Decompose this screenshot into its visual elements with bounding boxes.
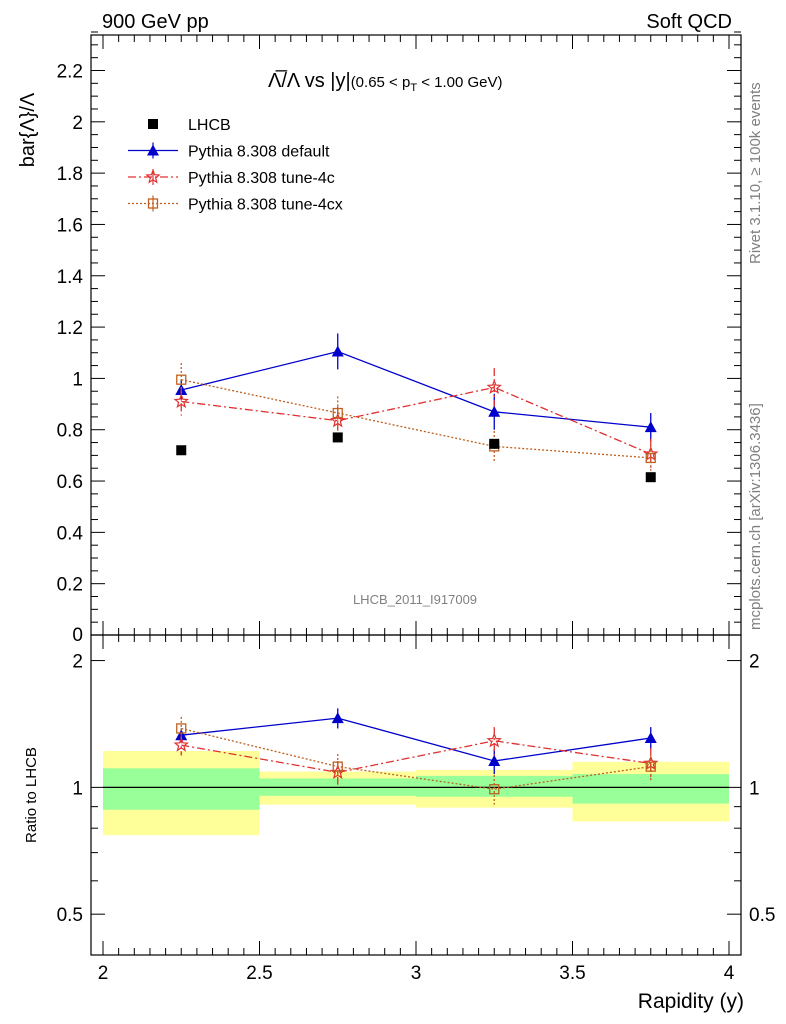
ratio-ytick-label-right: 0.5 bbox=[749, 905, 775, 926]
main-line-pythia-8-308-tune-4cx bbox=[181, 379, 651, 459]
main-ytick-label: 2.2 bbox=[57, 61, 83, 82]
legend-label-lhcb: LHCB bbox=[188, 117, 231, 134]
xtick-label: 4 bbox=[724, 963, 735, 984]
main-point-pythia-8-308-tune-4cx bbox=[332, 407, 343, 419]
legend-marker-pythia-8-308-tune-4c bbox=[145, 168, 161, 184]
main-point-pythia-8-308-default bbox=[488, 405, 501, 417]
main-point-pythia-8-308-tune-4c bbox=[330, 412, 346, 428]
main-ylabel: bar{Λ}/Λ bbox=[17, 92, 39, 167]
main-point-pythia-8-308-tune-4c bbox=[173, 393, 189, 409]
header-left: 900 GeV pp bbox=[102, 11, 209, 33]
ratio-line-pythia-8-308-default bbox=[181, 717, 651, 762]
main-ytick-label: 2 bbox=[72, 113, 83, 134]
chart-title-cut-prefix: (0.65 < p bbox=[351, 74, 411, 91]
main-point-pythia-8-308-tune-4cx bbox=[645, 452, 656, 464]
ratio-frame bbox=[90, 634, 742, 956]
legend-marker-pythia-8-308-tune-4cx bbox=[147, 198, 159, 209]
header-right: Soft QCD bbox=[646, 11, 732, 33]
xlabel: Rapidity (y) bbox=[638, 990, 744, 1013]
main-ytick-label: 0.8 bbox=[57, 421, 83, 442]
main-ytick-label: 1.4 bbox=[57, 267, 84, 288]
ratio-point-pythia-8-308-tune-4cx bbox=[645, 761, 656, 772]
main-ytick-label: 0.6 bbox=[57, 472, 83, 493]
main-point-lhcb bbox=[645, 472, 656, 483]
ratio-ytick-label: 2 bbox=[72, 652, 83, 673]
ratio-ylabel: Ratio to LHCB bbox=[23, 747, 40, 843]
main-point-lhcb bbox=[176, 445, 187, 456]
xtick-label: 3.5 bbox=[559, 963, 585, 984]
xtick-label: 2.5 bbox=[246, 963, 272, 984]
main-point-pythia-8-308-tune-4cx bbox=[176, 374, 187, 385]
ratio-uncertainty-bands bbox=[103, 750, 729, 836]
ratio-point-pythia-8-308-default bbox=[488, 755, 501, 767]
chart-title-cut-suffix: < 1.00 GeV) bbox=[417, 74, 502, 91]
main-point-lhcb bbox=[332, 432, 343, 443]
ratio-plot-area: 0.5 0.5 1 1 2 2 2 2.5 3 3.5 4 bbox=[57, 635, 775, 984]
ratio-point-pythia-8-308-tune-4cx bbox=[176, 723, 187, 734]
main-ytick-label-zero: 0 bbox=[72, 625, 83, 646]
ratio-ytick-label-right: 1 bbox=[749, 778, 760, 799]
legend-label-pythia-8-308-tune-4c: Pythia 8.308 tune-4c bbox=[188, 170, 335, 187]
ratio-point-pythia-8-308-default bbox=[331, 712, 344, 724]
ratio-ytick-label: 0.5 bbox=[57, 905, 83, 926]
main-ytick-label: 1.8 bbox=[57, 164, 83, 185]
chart-title: Λ̅/Λ vs |y|(0.65 < pT < 1.00 GeV) bbox=[268, 69, 503, 94]
xtick-label: 2 bbox=[98, 963, 109, 984]
chart-title-main: Λ̅/Λ vs |y| bbox=[268, 69, 351, 92]
main-point-lhcb bbox=[489, 438, 500, 449]
main-point-pythia-8-308-default bbox=[331, 345, 344, 357]
main-line-pythia-8-308-tune-4c bbox=[181, 386, 652, 455]
main-point-pythia-8-308-default bbox=[644, 421, 657, 433]
legend-marker-lhcb bbox=[148, 119, 158, 129]
rivet-version-label: Rivet 3.1.10, ≥ 100k events bbox=[747, 82, 764, 264]
mcplots-source-label: mcplots.cern.ch [arXiv:1306.3436] bbox=[747, 403, 764, 630]
ratio-point-pythia-8-308-tune-4cx bbox=[489, 784, 500, 795]
ratio-point-pythia-8-308-tune-4c bbox=[486, 732, 502, 748]
ratio-band-inner bbox=[103, 768, 260, 810]
ratio-ytick-label: 1 bbox=[72, 778, 83, 799]
ratio-point-pythia-8-308-tune-4cx bbox=[332, 761, 343, 772]
ratio-point-pythia-8-308-tune-4c bbox=[173, 736, 189, 752]
main-ytick-label: 1.2 bbox=[57, 318, 83, 339]
legend-marker-pythia-8-308-default bbox=[147, 144, 159, 156]
main-ytick-label: 1.6 bbox=[57, 215, 83, 236]
ratio-band-inner bbox=[416, 775, 573, 797]
main-ytick-label: 1 bbox=[72, 369, 83, 390]
main-ytick-label: 0.4 bbox=[57, 523, 84, 544]
analysis-tag: LHCB_2011_I917009 bbox=[353, 592, 477, 607]
main-line-pythia-8-308-default bbox=[181, 350, 651, 428]
legend-label-pythia-8-308-default: Pythia 8.308 default bbox=[188, 144, 330, 161]
legend: LHCB Pythia 8.308 default Pythia 8.308 tun… bbox=[128, 117, 343, 214]
ratio-ytick-label-right: 2 bbox=[749, 652, 760, 673]
main-point-pythia-8-308-tune-4c bbox=[643, 445, 659, 461]
xtick-label: 3 bbox=[411, 963, 422, 984]
main-ytick-label: 0.2 bbox=[57, 575, 83, 596]
chart-title-cut-sub: T bbox=[410, 82, 417, 94]
main-plot-area: 0.2 0.4 0.6 0.8 1 1.2 1.4 1.6 1.8 2 2.2 0 bbox=[57, 31, 741, 646]
ratio-point-pythia-8-308-default bbox=[644, 731, 657, 743]
main-point-pythia-8-308-tune-4c bbox=[486, 379, 502, 394]
ratio-line-pythia-8-308-tune-4cx bbox=[181, 727, 651, 790]
legend-label-pythia-8-308-tune-4cx: Pythia 8.308 tune-4cx bbox=[188, 197, 343, 214]
